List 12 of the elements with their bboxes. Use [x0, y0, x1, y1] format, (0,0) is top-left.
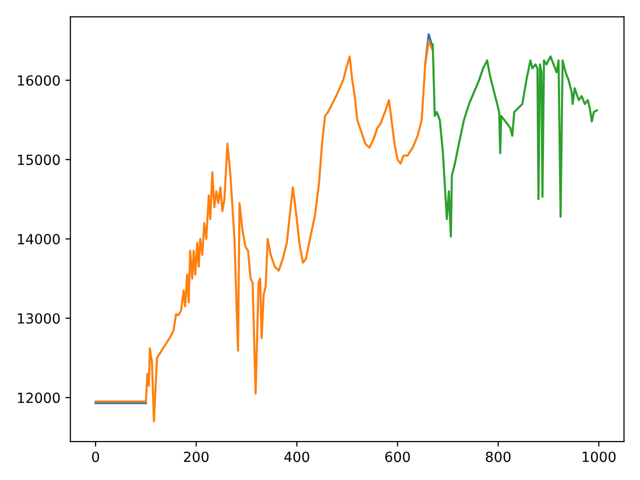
y-tick-label: 15000 [18, 154, 60, 166]
y-tick-label: 12000 [18, 392, 60, 404]
line-series [432, 44, 598, 238]
x-tick-label: 400 [284, 452, 310, 462]
x-tick-label: 0 [92, 452, 100, 462]
y-tick-label: 14000 [18, 234, 60, 244]
x-tick-label: 200 [184, 452, 209, 462]
y-tick-label: 16000 [18, 75, 60, 86]
x-tick-label: 600 [385, 452, 410, 462]
x-tick-label: 800 [486, 452, 511, 462]
y-tick-label: 13000 [18, 313, 60, 324]
x-tick-label: 1000 [582, 452, 616, 462]
